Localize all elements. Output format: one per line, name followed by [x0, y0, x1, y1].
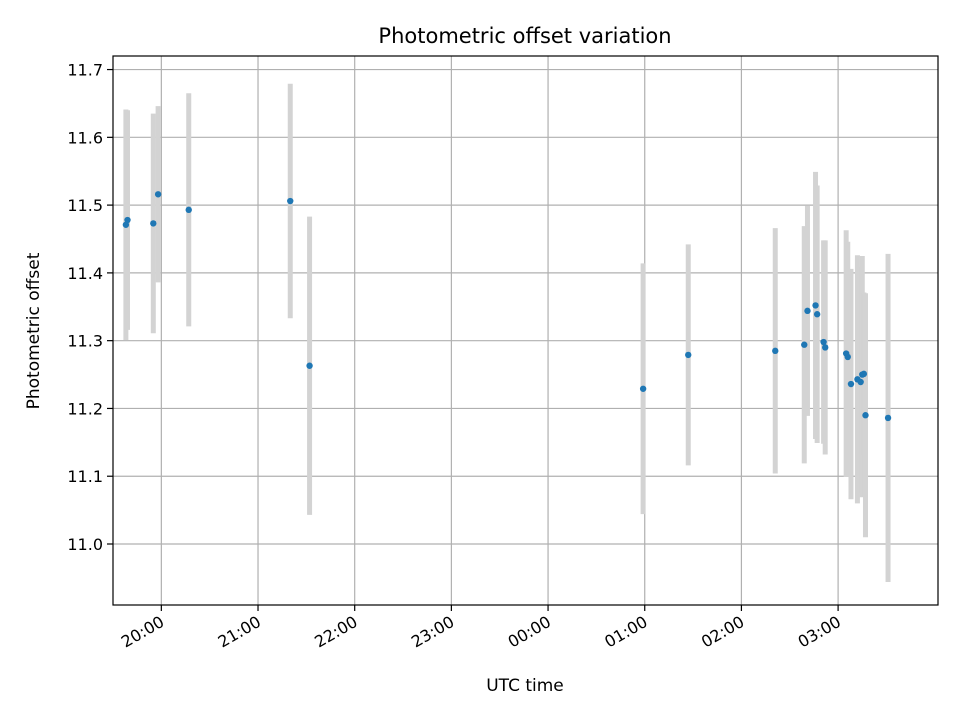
data-point [154, 191, 162, 198]
data-point [813, 311, 821, 318]
data-point [685, 351, 692, 359]
data-point [884, 414, 892, 422]
x-axis-label: UTC time [486, 676, 564, 696]
data-point [804, 307, 811, 315]
data-point [860, 370, 868, 378]
data-point [639, 385, 647, 392]
data-point [801, 341, 808, 348]
data-point [772, 347, 779, 355]
data-point [287, 197, 294, 205]
y-tick-label: 11.7 [67, 61, 103, 80]
data-points [122, 191, 892, 422]
y-tick-label: 11.4 [67, 264, 103, 283]
y-tick-label: 11.3 [67, 332, 103, 351]
y-tick-label: 11.1 [67, 467, 103, 486]
y-tick-label: 11.2 [67, 399, 103, 418]
data-point [812, 302, 819, 309]
data-point [306, 362, 313, 369]
data-point [124, 216, 131, 224]
plot-frame [112, 55, 939, 606]
data-point [820, 338, 827, 346]
data-point [847, 380, 855, 388]
y-tick-label: 11.0 [67, 535, 103, 554]
data-point [857, 378, 864, 386]
y-tick-label: 11.6 [67, 128, 103, 147]
y-axis: 11.0 11.1 11.2 11.3 11.4 11.5 11.6 11.7 [67, 61, 113, 554]
data-point [862, 412, 869, 419]
y-axis-label: Photometric offset [24, 252, 44, 409]
data-point [822, 344, 829, 351]
data-point [844, 353, 851, 361]
y-tick-label: 11.5 [67, 196, 103, 215]
data-point [185, 206, 192, 214]
chart-title: Photometric offset variation [378, 24, 671, 48]
data-point [150, 220, 157, 227]
grid [113, 56, 938, 605]
